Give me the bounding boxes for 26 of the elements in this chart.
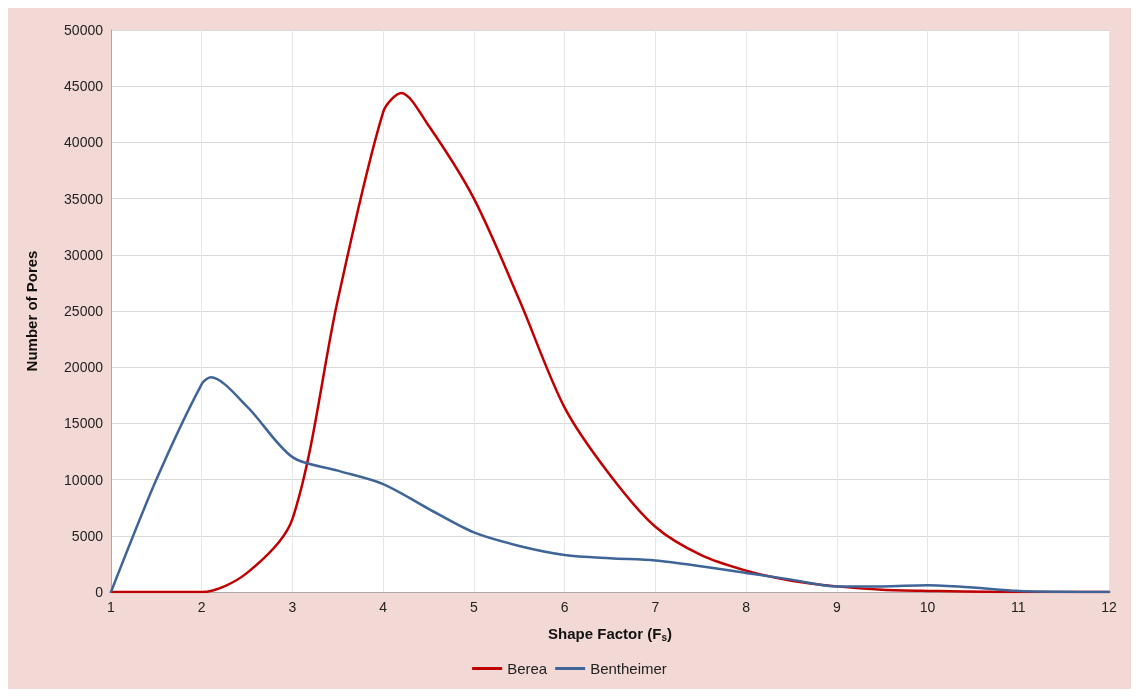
x-tick-label: 1 [107, 599, 116, 615]
y-axis-title: Number of Pores [23, 250, 40, 372]
y-tick-label: 45000 [64, 78, 104, 95]
x-tick-label: 3 [288, 599, 297, 615]
y-tick-label: 40000 [64, 134, 104, 151]
y-tick-label: 15000 [64, 415, 104, 432]
x-tick-label: 5 [470, 599, 479, 615]
x-tick-label: 12 [1101, 599, 1117, 615]
x-tick-label: 6 [560, 599, 569, 615]
x-tick-label: 11 [1011, 599, 1026, 615]
legend-label: Bentheimer [590, 660, 667, 677]
y-tick-label: 0 [95, 584, 104, 600]
x-tick-label: 9 [832, 599, 841, 615]
x-tick-label: 2 [197, 599, 206, 615]
y-tick-label: 50000 [64, 22, 104, 38]
y-tick-label: 20000 [64, 359, 104, 376]
y-tick-label: 10000 [64, 471, 104, 488]
x-tick-label: 7 [651, 599, 660, 615]
y-tick-label: 5000 [71, 527, 104, 544]
legend-label: Berea [507, 660, 548, 677]
x-tick-label: 8 [742, 599, 751, 615]
x-tick-label: 10 [919, 599, 936, 615]
x-tick-label: 4 [379, 599, 388, 615]
y-tick-label: 25000 [64, 303, 104, 319]
y-tick-label: 35000 [64, 190, 104, 207]
y-tick-label: 30000 [64, 246, 104, 263]
